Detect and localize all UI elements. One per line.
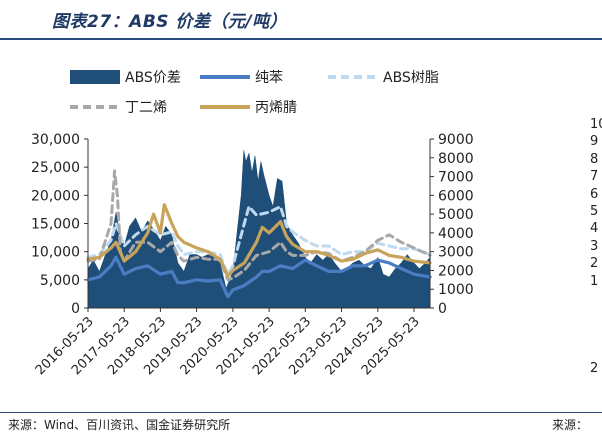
source-note: 来源：Wind、百川资讯、国金证券研究所: [8, 418, 231, 432]
y-right-tick-label: 3000: [438, 245, 474, 261]
series-line: [86, 203, 432, 278]
y-right-tick-label: 9000: [438, 132, 474, 148]
y-left-tick-label: 30,000: [31, 132, 80, 148]
chart-area: 0 5,000 10,000 15,000 20,000 25,000 30,000 0 100…: [0, 41, 602, 413]
legend-label: 丁二烯: [125, 100, 167, 116]
figure-title-bar: 图表27：ABS 价差（元/吨）: [0, 0, 602, 40]
y-left-tick-label: 5,000: [40, 273, 80, 289]
cropped-digit: 7: [590, 169, 599, 185]
source-note-cropped: 来源：: [552, 418, 589, 432]
y-right-tick-label: 7000: [438, 170, 474, 186]
abs-spread-chart: 0 5,000 10,000 15,000 20,000 25,000 30,000 0 100…: [31, 69, 474, 378]
cropped-right-axis-digits: 10987654321 2: [590, 116, 602, 377]
cropped-digit: 8: [590, 151, 599, 167]
cropped-digit: [590, 325, 602, 342]
y-left-tick-label: 25,000: [31, 160, 80, 176]
y-left-tick-label: 10,000: [31, 245, 80, 261]
legend-label: 丙烯腈: [255, 100, 297, 116]
cropped-digit: 1: [590, 273, 599, 289]
cropped-digit: 4: [590, 221, 599, 237]
legend-label: ABS价差: [125, 70, 181, 86]
legend-label: 纯苯: [255, 69, 283, 86]
cropped-digit: 5: [590, 204, 599, 220]
y-right-tick-label: 2000: [438, 263, 474, 279]
figure-title: 图表27：ABS 价差（元/吨）: [52, 12, 288, 32]
y-right-tick-label: 8000: [438, 151, 474, 167]
cropped-digit: 2: [590, 360, 599, 376]
y-left-tick-label: 20,000: [31, 188, 80, 204]
abs-spread-area: [87, 150, 431, 309]
y-left-tick-label: 0: [71, 301, 80, 317]
series-dashed: [86, 205, 432, 276]
footer-divider: [0, 412, 602, 413]
cropped-digit: [590, 290, 602, 307]
cropped-digit: 6: [590, 186, 599, 202]
legend-label: ABS树脂: [383, 70, 439, 86]
y-right-tick-label: 1000: [438, 282, 474, 298]
cropped-digit: [590, 342, 602, 359]
y-right-tick-label: 6000: [438, 188, 474, 204]
cropped-digit: 2: [590, 256, 599, 272]
y-right-tick-label: 4000: [438, 226, 474, 242]
cropped-digit: 10: [590, 117, 602, 132]
y-left-tick-label: 15,000: [31, 217, 80, 233]
cropped-digit: 3: [590, 238, 599, 254]
legend-swatch-area: [70, 70, 120, 84]
cropped-digit: [590, 307, 602, 324]
series-line: [86, 255, 432, 299]
series-dashed: [86, 169, 432, 282]
y-right-tick-label: 0: [438, 301, 447, 317]
cropped-digit: 9: [590, 134, 599, 150]
y-right-tick-label: 5000: [438, 207, 474, 223]
